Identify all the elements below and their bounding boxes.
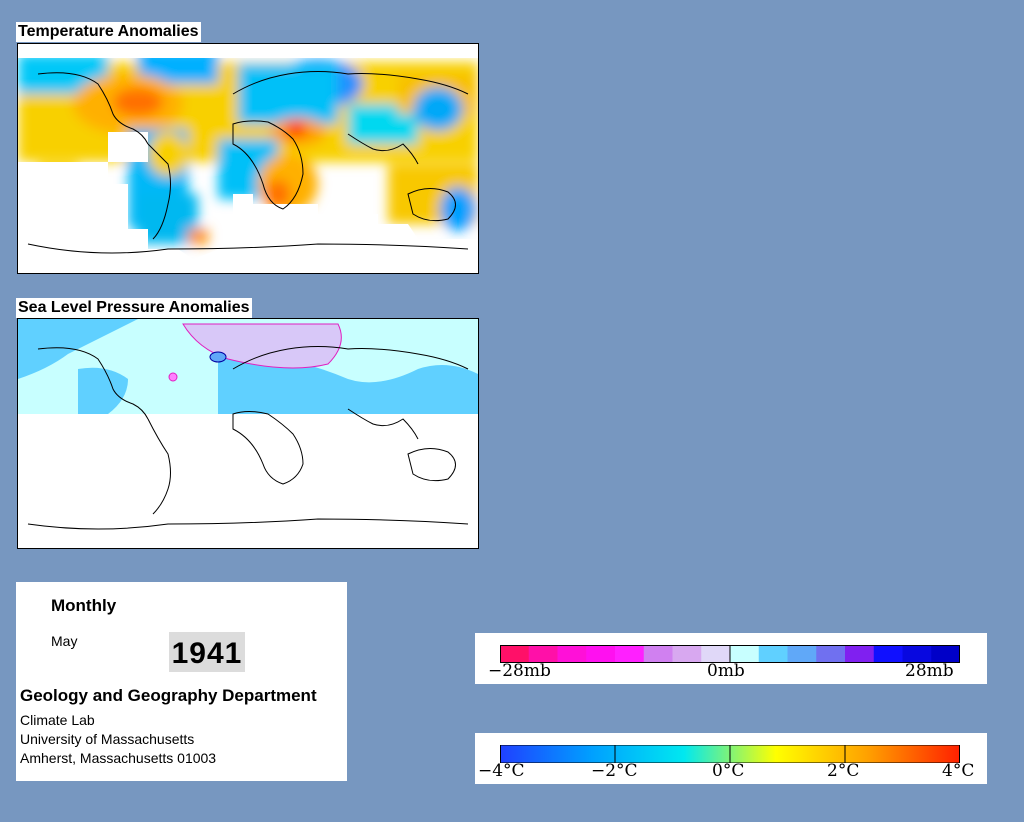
- info-panel: Monthly May 1941 Geology and Geography D…: [16, 582, 347, 781]
- temperature-anomaly-field: [18, 49, 478, 244]
- month-label: May: [51, 633, 78, 649]
- university-name: University of Massachusetts: [20, 731, 195, 747]
- pressure-colorbar-swatch: [758, 645, 788, 663]
- pressure-colorbar-swatch: [500, 645, 530, 663]
- department-name: Geology and Geography Department: [20, 686, 317, 705]
- temperature-anomaly-map: [17, 43, 479, 274]
- temperature-tick-label: 0°C: [712, 761, 745, 781]
- temperature-colorbar: [500, 745, 960, 763]
- coastlines: [27, 346, 469, 530]
- pressure-colorbar-swatch: [845, 645, 875, 663]
- pressure-colorbar-swatch: [528, 645, 558, 663]
- pressure-colorbar-swatch: [586, 645, 616, 663]
- temperature-tick-label: 2°C: [827, 761, 860, 781]
- temperature-legend: −4°C −2°C 0°C 2°C 4°C: [475, 733, 987, 784]
- pressure-tick-label: 0mb: [707, 661, 745, 681]
- no-data-region: [18, 162, 478, 273]
- pressure-colorbar-swatch: [730, 645, 760, 663]
- temperature-tick-label: 4°C: [942, 761, 975, 781]
- pressure-map-title: Sea Level Pressure Anomalies: [16, 298, 252, 318]
- pressure-colorbar-swatch: [873, 645, 903, 663]
- pressure-tick-label: 28mb: [905, 661, 954, 681]
- temperature-tick-label: −4°C: [478, 761, 525, 781]
- pressure-colorbar-swatch: [557, 645, 587, 663]
- coastlines: [27, 71, 469, 254]
- year-display: 1941: [169, 632, 245, 672]
- temperature-map-title: Temperature Anomalies: [16, 22, 201, 42]
- pressure-legend: −28mb 0mb 28mb: [475, 633, 987, 684]
- pressure-colorbar-swatch: [615, 645, 645, 663]
- pressure-colorbar-swatch: [701, 645, 731, 663]
- pressure-colorbar-swatch: [643, 645, 673, 663]
- period-label: Monthly: [51, 596, 117, 615]
- pressure-colorbar-swatch: [672, 645, 702, 663]
- lab-name: Climate Lab: [20, 712, 95, 728]
- pressure-colorbar-swatch: [816, 645, 846, 663]
- pressure-colorbar: [500, 645, 960, 663]
- pressure-anomaly-map: [17, 318, 479, 549]
- temperature-map-canvas: [18, 44, 478, 273]
- address-line: Amherst, Massachusetts 01003: [20, 750, 217, 766]
- pressure-map-canvas: [18, 319, 478, 530]
- pressure-colorbar-swatch: [931, 645, 960, 663]
- pressure-colorbar-border: [500, 645, 960, 663]
- temperature-tick-label: −2°C: [591, 761, 638, 781]
- pressure-colorbar-swatch: [787, 645, 817, 663]
- pressure-tick-label: −28mb: [488, 661, 551, 681]
- pressure-colorbar-swatch: [902, 645, 932, 663]
